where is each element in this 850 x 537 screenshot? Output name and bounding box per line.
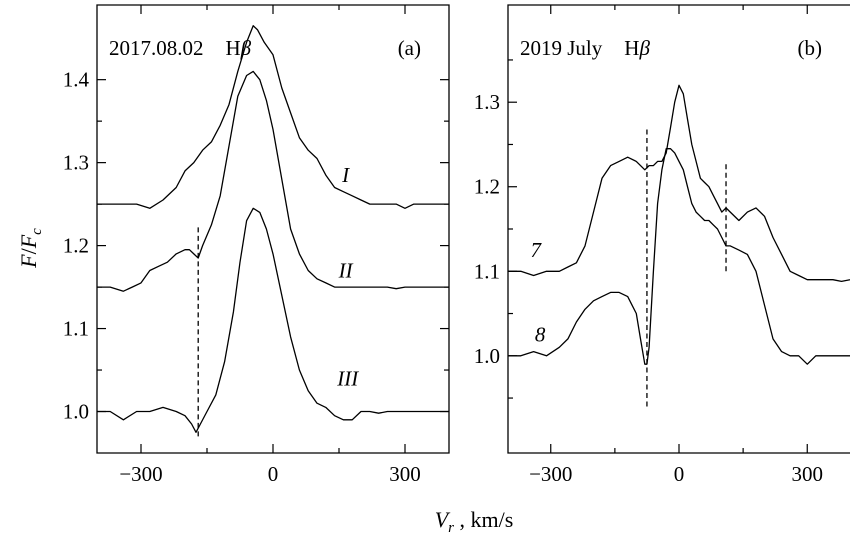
panel-b-ytick-label: 1.3 [474, 90, 500, 114]
panel-b-series-label-8: 8 [535, 323, 546, 347]
panel-b-series-8 [508, 148, 850, 365]
panel-b-ytick-label: 1.1 [474, 259, 500, 283]
panel-b-ytick-label: 1.2 [474, 175, 500, 199]
panel-b-frame [507, 4, 850, 454]
panel-a-series-I [97, 25, 449, 209]
panel-a-title: 2017.08.02 Hβ [109, 36, 252, 60]
panel-a-series-II [97, 70, 449, 292]
panel-a-frame [96, 4, 450, 454]
panel-a-xtick-label: 0 [268, 462, 279, 486]
panel-b-panel-letter: (b) [798, 36, 823, 60]
panel-b-series-7 [508, 84, 850, 283]
y-axis-label: F/Fc [16, 228, 45, 269]
panel-a-xtick-label: −300 [119, 462, 162, 486]
panel-a-series-label-I: I [341, 163, 350, 187]
panel-a-ytick-label: 1.2 [63, 234, 89, 258]
panel-a-series-label-III: III [336, 366, 359, 390]
panel-b-ytick-label: 1.0 [474, 344, 500, 368]
panel-b: −300 0 300 1.0 1.1 1.2 1.3 7 8 2019 July Hβ (b) [474, 4, 850, 486]
panel-a-series-III [97, 207, 449, 433]
panel-b-title: 2019 July Hβ [520, 36, 650, 60]
panel-b-xtick-label: 300 [792, 462, 824, 486]
panel-a-ytick-label: 1.3 [63, 151, 89, 175]
panel-a-series-label-II: II [338, 258, 354, 282]
panel-b-xtick-label: 0 [674, 462, 685, 486]
panel-a-panel-letter: (a) [398, 36, 421, 60]
panel-a-xtick-label: 300 [389, 462, 421, 486]
panel-a-ytick-label: 1.4 [63, 68, 90, 92]
panel-a-ytick-label: 1.0 [63, 400, 89, 424]
x-axis-label: Vr , km/s [435, 507, 514, 536]
panel-b-series-label-7: 7 [531, 238, 543, 262]
panel-a-ytick-label: 1.1 [63, 317, 89, 341]
panel-b-xtick-label: −300 [529, 462, 572, 486]
